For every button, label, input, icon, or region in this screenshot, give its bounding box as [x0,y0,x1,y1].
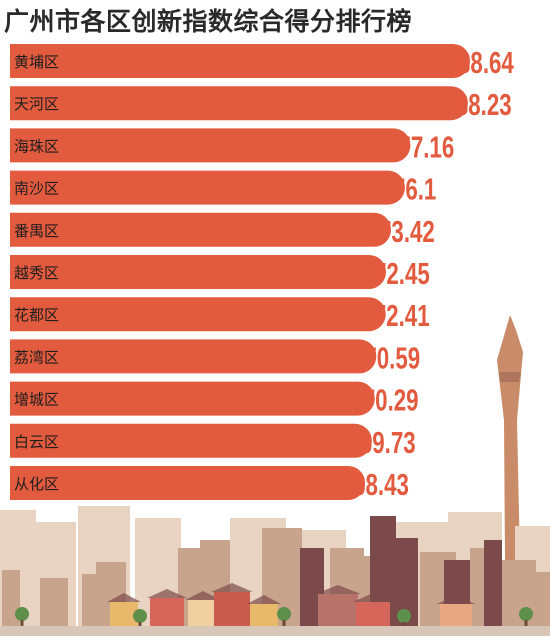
category-label: 天河区 [14,95,59,113]
category-label: 黄埔区 [14,53,59,71]
value-label: 77.16 [398,130,454,164]
bar [10,297,386,331]
value-label: 70.29 [363,383,419,417]
category-label: 番禺区 [14,222,59,240]
bar [10,339,376,373]
tree-shape [519,607,533,621]
category-label: 越秀区 [14,264,59,282]
tree-shape [277,607,291,621]
tree-shape [133,609,147,623]
value-label: 88.64 [458,45,514,79]
value-label: 69.73 [360,425,416,459]
value-label: 73.42 [379,214,435,248]
chart-title: 广州市各区创新指数综合得分排行榜 [4,2,412,38]
bar [10,255,386,289]
category-label: 白云区 [14,433,59,451]
building-shape [484,540,502,636]
category-label: 南沙区 [14,180,59,198]
category-label: 海珠区 [14,137,59,155]
bar [10,44,470,78]
ground-shape [0,626,550,636]
building-shape [498,560,536,636]
value-label: 70.59 [364,341,420,375]
value-label: 68.43 [353,467,409,501]
bar [10,213,391,247]
bar [10,86,468,120]
category-label: 从化区 [14,475,59,493]
tower-shape [499,372,521,382]
category-label: 增城区 [14,391,59,409]
bar [10,424,372,458]
value-label: 72.41 [374,299,430,333]
tree-shape [15,607,29,621]
bar [10,171,405,205]
value-label: 88.23 [456,88,512,122]
tree-shape [397,609,411,623]
category-label: 花都区 [14,306,59,324]
value-label: 76.1 [393,172,436,206]
value-label: 72.45 [374,256,430,290]
bar [10,382,375,416]
bar [10,128,410,162]
category-label: 荔湾区 [14,348,59,366]
bar [10,466,365,500]
